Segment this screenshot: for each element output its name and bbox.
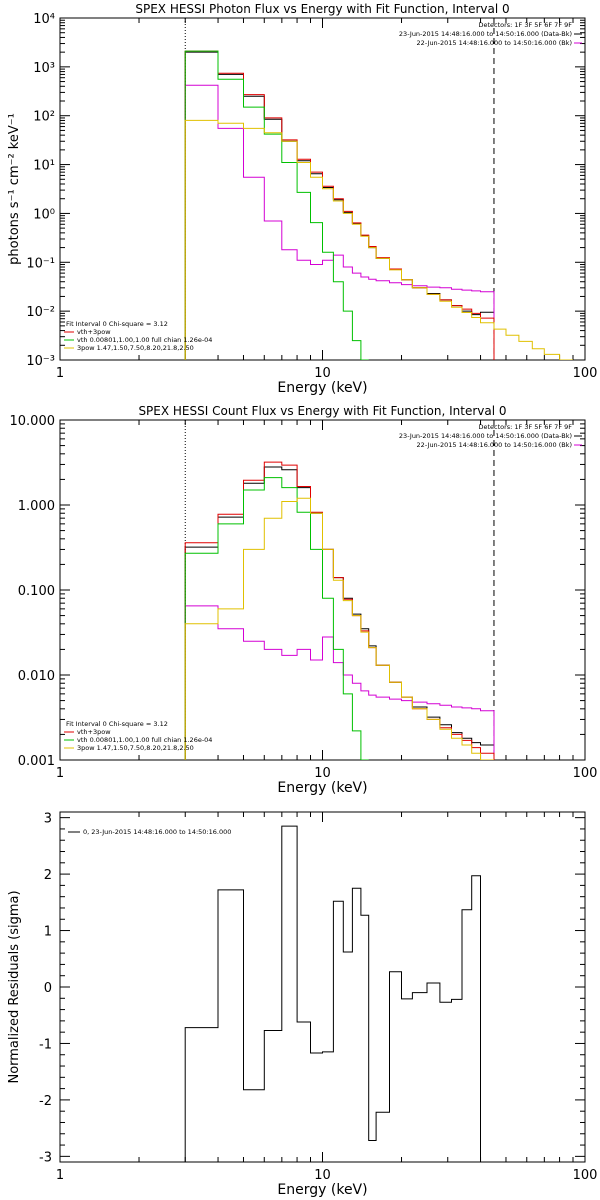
y-tick-label: 10⁴ [33,12,55,27]
series-2-line [184,605,495,760]
legend-bottom-entry: 3pow 1.47,1.50,7.50,8.20,21.8,2.50 [77,744,194,752]
series-1-line [184,466,495,760]
series-2-line [184,84,495,360]
x-axis-label: Energy (keV) [277,780,367,796]
legend-bottom-entry: vth+3pow [77,728,111,736]
panel-3: 1 10 100 -3 -2 -1 0 1 2 3 Energy (keV) Normalized R… [7,811,598,1198]
x-tick-label: 1 [56,1168,64,1183]
y-tick-label: 0.010 [18,669,55,684]
y-tick-label: 0.001 [18,754,55,769]
series-4-line [184,477,369,760]
x-tick-label: 100 [573,366,598,381]
y-tick-label: 10⁻³ [26,354,55,369]
series-1-line [184,51,495,360]
chart-title: SPEX HESSI Photon Flux vs Energy with Fi… [135,2,509,16]
y-tick-label: 10⁻² [26,305,55,320]
series-3-line [184,50,495,360]
panel-1: 1 10 100 10⁻³ 10⁻² 10⁻¹ 10⁰ 10¹ 10² 10³ 10⁴ SPEX HE… [7,2,597,396]
legend-bottom-entry: 3pow 1.47,1.50,7.50,8.20,21.8,2.50 [77,344,194,352]
y-tick-label: 10⁻¹ [26,256,55,271]
legend-bottom-entry: vth 0.00801,1.00,1.00 full chian 1.26e-0… [77,336,212,344]
legend-top-entry: 22-Jun-2015 14:48:16.000 to 14:50:16.000… [417,441,572,449]
legend-bottom-entry: vth+3pow [77,328,111,336]
y-tick-label: 3 [44,812,52,827]
chart-title: SPEX HESSI Count Flux vs Energy with Fit… [138,404,506,418]
series-5-line [184,497,494,760]
series-group [184,461,495,760]
x-tick-label: 10 [314,1168,331,1183]
y-tick-label: -2 [39,1094,52,1109]
legend-top-entry: Detectors: 1F 3F 5F 6F 7F 9F [478,423,572,431]
plot-frame [59,811,586,1163]
y-tick-label: 10⁰ [33,207,55,222]
x-tick-label: 1 [56,366,64,381]
x-axis-label: Energy (keV) [277,380,367,396]
panel-2: 1 10 100 0.001 0.010 0.100 1.000 10.000 SPEX HES… [10,404,598,796]
y-tick-label: 1 [44,925,52,940]
legend-top-entry: Detectors: 1F 3F 5F 6F 7F 9F [478,21,572,29]
y-tick-label: 10² [33,110,55,125]
y-tick-label: 10¹ [33,159,55,174]
series-3-line [184,461,495,760]
x-axis-label: Energy (keV) [277,1182,367,1198]
series-group [184,50,573,360]
legend-top-entry: 22-Jun-2015 14:48:16.000 to 14:50:16.000… [417,39,572,47]
y-tick-label: 0 [44,981,52,996]
legend-bottom-entry: Fit Interval 0 Chi-square = 3.12 [66,320,168,328]
y-tick-label: 10³ [33,61,55,76]
legend-top-entry: 23-Jun-2015 14:48:16.000 to 14:50:16.000… [399,432,572,440]
y-tick-label: -1 [39,1037,52,1052]
series-1-line [184,825,481,1162]
y-tick-label: 2 [44,868,52,883]
x-tick-label: 100 [573,766,598,781]
y-axis-label: photons s⁻¹ cm⁻² keV⁻¹ [7,113,22,265]
x-tick-label: 100 [573,1168,598,1183]
y-tick-label: 10.000 [10,414,56,429]
series-5-line [184,119,573,360]
y-tick-label: 1.000 [18,499,55,514]
x-tick-label: 1 [56,766,64,781]
series-4-line [184,50,369,360]
series-group [184,825,481,1162]
x-tick-label: 10 [314,766,331,781]
y-tick-label: -3 [39,1150,52,1165]
legend-entry: 0, 23-Jun-2015 14:48:16.000 to 14:50:16.… [83,828,231,836]
legend-bottom-entry: Fit Interval 0 Chi-square = 3.12 [66,720,168,728]
y-tick-label: 0.100 [18,584,55,599]
legend-bottom-entry: vth 0.00801,1.00,1.00 full chian 1.26e-0… [77,736,212,744]
y-axis-label: Normalized Residuals (sigma) [7,890,22,1083]
x-tick-label: 10 [314,366,331,381]
legend-top-entry: 23-Jun-2015 14:48:16.000 to 14:50:16.000… [399,30,572,38]
